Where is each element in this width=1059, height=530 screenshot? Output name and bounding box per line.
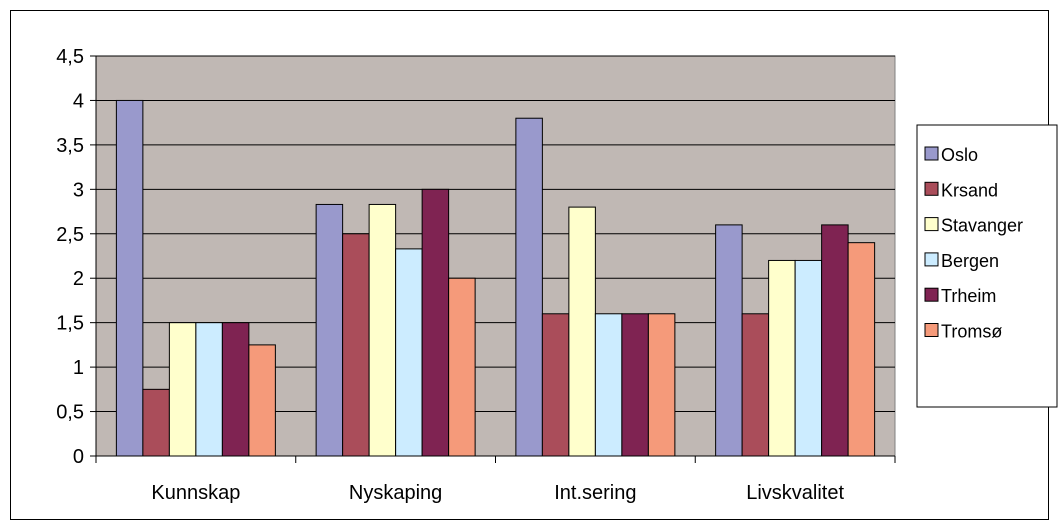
legend-swatch: [924, 323, 939, 337]
y-tick-label: 1: [73, 357, 84, 379]
bar-stavanger-intsering: [568, 206, 596, 457]
bar-krsand-nyskaping: [342, 233, 370, 457]
legend-label: Trheim: [941, 286, 996, 306]
legend-swatch: [924, 287, 939, 302]
legend-label: Oslo: [941, 145, 978, 165]
bar-trheim-intsering: [621, 313, 649, 457]
bar-oslo-intsering: [515, 117, 543, 457]
y-tick-label: 4,5: [56, 46, 84, 68]
y-tick-label: 3: [73, 179, 84, 201]
legend-swatch: [924, 146, 939, 161]
bar-krsand-kunnskap: [142, 388, 170, 457]
bar-krsand-intsering: [541, 313, 570, 457]
legend-swatch: [924, 252, 939, 267]
bar-stavanger-kunnskap: [168, 322, 197, 457]
x-tick-label: Kunnskap: [151, 482, 240, 504]
bar-bergen-intsering: [594, 313, 623, 457]
bar-trheim-kunnskap: [221, 322, 250, 457]
legend-label: Stavanger: [941, 216, 1023, 236]
bar-trheim-livskvalitet: [821, 224, 849, 457]
bar-krsand-livskvalitet: [741, 313, 770, 457]
y-tick-label: 2,5: [56, 224, 84, 246]
x-axis-tick-labels: Kunnskap Nyskaping Int.sering Livskvalitet: [151, 482, 844, 504]
x-tick-label: Livskvalitet: [746, 482, 844, 504]
y-tick-label: 0: [73, 446, 84, 468]
legend-label: Krsand: [941, 180, 998, 200]
legend-label: Bergen: [941, 251, 999, 271]
bar-stavanger-livskvalitet: [768, 259, 796, 457]
axes: [95, 56, 896, 463]
y-tick-label: 3,5: [56, 135, 84, 157]
y-tick-label: 1,5: [56, 313, 84, 335]
bar-stavanger-nyskaping: [368, 203, 397, 457]
bar-bergen-kunnskap: [195, 322, 223, 457]
bars: [115, 99, 876, 457]
legend-swatch: [924, 181, 939, 196]
bar-tromsø-kunnskap: [248, 344, 276, 457]
y-tick-label: 0,5: [56, 402, 84, 424]
y-tick-label: 4: [73, 90, 84, 112]
legend-label: Tromsø: [941, 322, 1002, 342]
bar-oslo-kunnskap: [115, 99, 144, 457]
bar-trheim-nyskaping: [421, 188, 450, 457]
bar-tromsø-intsering: [647, 313, 676, 457]
bar-bergen-livskvalitet: [794, 259, 823, 457]
legend: Oslo Krsand Stavanger Bergen Trheim Tromsø: [916, 124, 1058, 408]
bar-oslo-nyskaping: [315, 203, 344, 457]
bar-tromsø-livskvalitet: [847, 242, 876, 457]
y-axis-tick-labels: 0 0,5 1 1,5 2 2,5 3 3,5 4 4,5: [56, 46, 84, 468]
legend-swatch: [924, 217, 939, 232]
x-tick-label: Int.sering: [554, 482, 636, 504]
bar-tromsø-nyskaping: [448, 277, 476, 457]
bar-bergen-nyskaping: [395, 248, 423, 457]
x-tick-label: Nyskaping: [349, 482, 442, 504]
legend-box: [916, 124, 1058, 408]
y-tick-label: 2: [73, 268, 84, 290]
bar-oslo-livskvalitet: [715, 224, 743, 457]
